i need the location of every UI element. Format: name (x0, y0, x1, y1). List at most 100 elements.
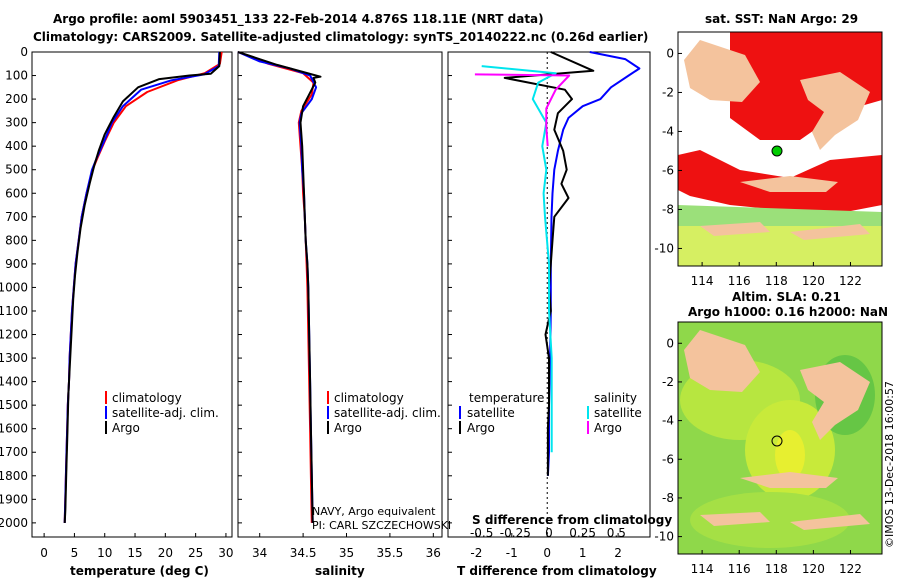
lon-tick-label: 116 (728, 274, 751, 288)
series-line-argo (237, 51, 322, 523)
x-tick-label: 10 (97, 546, 112, 560)
sal-legend-argo-label: Argo (334, 421, 362, 435)
sla-argo-location-marker (771, 435, 783, 447)
depth-tick-label: 1400 (0, 375, 28, 389)
depth-tick-label: 300 (5, 116, 28, 130)
lat-tick-label: -10 (654, 241, 674, 255)
depth-tick-label: 1500 (0, 398, 28, 412)
x-tick-label: 35.5 (377, 546, 404, 560)
x-tick-label: 5 (71, 546, 79, 560)
x-tick-label: 30 (218, 546, 233, 560)
series-line-satellite-adj-clim- (237, 51, 318, 523)
x-tick-label: 0 (40, 546, 48, 560)
depth-tick-label: 500 (5, 163, 28, 177)
s-diff-tick-label: 0 (545, 526, 553, 540)
sal-legend-climatology-label: climatology (334, 391, 404, 405)
s-diff-tick-label: -0.5 (470, 526, 493, 540)
x-tick-label: 0 (543, 546, 551, 560)
temperature-panel-frame (31, 51, 233, 538)
depth-tick-label: 100 (5, 69, 28, 83)
lat-tick-label: -10 (654, 530, 674, 544)
x-tick-label: 1 (579, 546, 587, 560)
s-diff-tick-label: 0.25 (569, 526, 596, 540)
sst-flores-land (740, 176, 838, 192)
lon-tick-label: 116 (728, 562, 751, 576)
series-line-temperature-satellite (546, 51, 641, 476)
lat-tick-label: -4 (662, 414, 674, 428)
depth-tick-label: 600 (5, 186, 28, 200)
diff-legend-salinity-header: salinity (594, 391, 637, 405)
x-tick-label: 34 (252, 546, 267, 560)
lon-tick-label: 120 (802, 562, 825, 576)
navy-annotation: NAVY, Argo equivalent (312, 505, 436, 518)
depth-tick-label: 1000 (0, 280, 28, 294)
series-line-satellite-adj-clim- (63, 51, 221, 523)
lon-tick-label: 114 (691, 562, 714, 576)
lon-tick-label: 122 (839, 274, 862, 288)
x-tick-label: -2 (470, 546, 482, 560)
diff-legend-temperature-header: temperature (469, 391, 544, 405)
lat-tick-label: -6 (662, 163, 674, 177)
lat-tick-label: -4 (662, 124, 674, 138)
sst-sulawesi-land (800, 72, 870, 150)
pi-annotation: PI: CARL SZCZECHOWSKI (312, 519, 451, 532)
x-tick-label: 25 (188, 546, 203, 560)
legend-climatology-label: climatology (112, 391, 182, 405)
sst-map-title: sat. SST: NaN Argo: 29 (705, 12, 858, 26)
depth-tick-label: 1100 (0, 304, 28, 318)
x-tick-label: 15 (127, 546, 142, 560)
lat-tick-label: -2 (662, 85, 674, 99)
title-line-1: Argo profile: aoml 5903451_133 22-Feb-20… (53, 12, 544, 27)
diff-legend-s-argo-label: Argo (594, 421, 622, 435)
x-tick-label: 35 (339, 546, 354, 560)
legend-argo-label: Argo (112, 421, 140, 435)
depth-tick-label: 800 (5, 233, 28, 247)
lat-tick-label: -8 (662, 491, 674, 505)
title-line-2: Climatology: CARS2009. Satellite-adjuste… (33, 30, 648, 45)
t-difference-axis-label: T difference from climatology (457, 564, 657, 578)
sal-legend-satellite-label: satellite-adj. clim. (334, 406, 441, 420)
lon-tick-label: 118 (765, 274, 788, 288)
sla-flores-land (740, 472, 838, 488)
depth-tick-label: 200 (5, 92, 28, 106)
lat-tick-label: -6 (662, 452, 674, 466)
sla-sulawesi-land (800, 362, 870, 440)
depth-axis: 0 100 200 300 400 500 600 700 800 900 1000 1100 1200… (0, 45, 452, 530)
depth-tick-label: 900 (5, 257, 28, 271)
depth-tick-label: 1800 (0, 469, 28, 483)
sla-map-title-line-2: Argo h1000: 0.16 h2000: NaN (688, 305, 888, 319)
temperature-legend: climatology satellite-adj. clim. Argo (105, 391, 219, 435)
depth-tick-label: 700 (5, 210, 28, 224)
difference-plot: -2 -1 0 1 2 -0.5 -0.25 0 0.25 0.5 (470, 51, 641, 560)
x-tick-label: 2 (614, 546, 622, 560)
difference-legend: temperature salinity satellite Argo sate… (459, 391, 642, 435)
s-difference-axis-label: S difference from climatology (472, 513, 672, 527)
depth-tick-label: 2000 (0, 516, 28, 530)
lat-tick-label: -2 (662, 375, 674, 389)
lon-tick-label: 114 (691, 274, 714, 288)
sla-map (677, 321, 883, 555)
x-tick-label: 34.5 (290, 546, 317, 560)
imos-credit: ©IMOS 13-Dec-2018 16:00:57 (883, 381, 896, 548)
map-axis-ticks: 114 116 118 120 122 0 -2 -4 -6 -8 -10 114 116 118 120 1… (654, 46, 862, 576)
depth-tick-label: 1900 (0, 492, 28, 506)
temperature-axis-label: temperature (deg C) (70, 564, 209, 578)
series-line-salinity-satellite (481, 65, 557, 453)
diff-legend-t-satellite-label: satellite (467, 406, 515, 420)
sst-map (677, 31, 883, 267)
diff-legend-s-satellite-label: satellite (594, 406, 642, 420)
salinity-axis-label: salinity (315, 564, 365, 578)
depth-tick-label: 1300 (0, 351, 28, 365)
salinity-plot: 34 34.5 35 35.5 36 (237, 51, 441, 560)
lat-tick-label: 0 (666, 46, 674, 60)
series-line-climatology (237, 51, 315, 523)
x-tick-label: 36 (426, 546, 441, 560)
lon-tick-label: 120 (802, 274, 825, 288)
legend-satellite-label: satellite-adj. clim. (112, 406, 219, 420)
x-tick-label: 20 (158, 546, 173, 560)
s-diff-tick-label: -0.25 (500, 526, 531, 540)
sst-argo-location-marker (771, 145, 783, 157)
series-line-climatology (63, 51, 223, 523)
lon-tick-label: 118 (765, 562, 788, 576)
